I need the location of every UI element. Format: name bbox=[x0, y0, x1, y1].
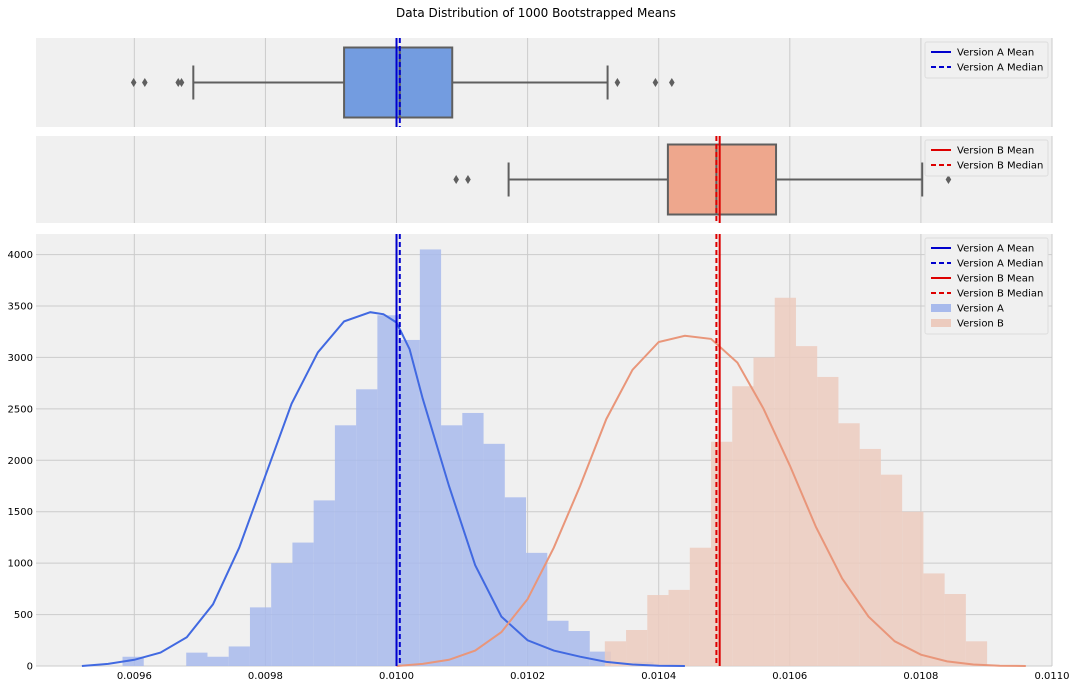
legend-frame bbox=[924, 41, 1049, 79]
histogram-bar bbox=[441, 425, 463, 666]
outlier bbox=[614, 78, 621, 87]
outlier bbox=[652, 78, 659, 87]
y-tick-label: 1500 bbox=[8, 507, 33, 518]
histogram-bar bbox=[228, 646, 250, 666]
histogram-bar bbox=[504, 497, 527, 666]
histogram-bar bbox=[859, 448, 881, 666]
legend-label: Version A bbox=[957, 304, 1004, 315]
histogram-bar bbox=[547, 620, 569, 666]
histogram-bar bbox=[568, 631, 590, 666]
histogram-bar bbox=[732, 386, 754, 666]
y-tick-label: 2000 bbox=[8, 456, 33, 467]
outlier bbox=[142, 78, 148, 87]
legend-label: Version B Mean bbox=[957, 274, 1034, 285]
y-tick-label: 1000 bbox=[8, 559, 33, 570]
histogram-bar bbox=[377, 315, 399, 666]
legend-label: Version B Mean bbox=[957, 146, 1034, 157]
histogram-bar bbox=[419, 249, 442, 666]
histogram-bar bbox=[462, 412, 484, 666]
legend-label: Version A Median bbox=[957, 63, 1043, 74]
histogram-bar bbox=[711, 441, 733, 666]
histogram-panel: 0 500 1000 1500 2000 2500 3000 3500 4000 0.0096 0.… bbox=[8, 234, 1070, 682]
y-tick-label: 500 bbox=[14, 610, 33, 621]
histogram-bar bbox=[626, 630, 648, 666]
histogram-bar bbox=[207, 656, 229, 666]
y-tick-label: 0 bbox=[27, 662, 33, 673]
box bbox=[343, 46, 454, 119]
box bbox=[666, 143, 778, 216]
legend-label: Version B bbox=[957, 319, 1004, 330]
legend-swatch bbox=[931, 304, 951, 312]
kde-curve bbox=[81, 311, 685, 667]
box-plot-version-b: Version B Mean Version B Median bbox=[36, 136, 1053, 223]
x-tick-label: 0.0106 bbox=[772, 671, 807, 682]
outlier bbox=[453, 175, 459, 184]
legend-label: Version A Mean bbox=[957, 244, 1034, 255]
x-tick-label: 0.0104 bbox=[641, 671, 676, 682]
histogram-bar bbox=[838, 423, 860, 666]
outlier bbox=[465, 175, 471, 184]
histogram-bar bbox=[526, 552, 548, 666]
legend-label: Version A Mean bbox=[957, 48, 1034, 59]
legend-swatch bbox=[931, 319, 951, 327]
histogram-bar bbox=[334, 425, 357, 666]
histogram-bar bbox=[356, 389, 378, 666]
histogram-bar bbox=[817, 376, 839, 666]
histogram-bar bbox=[774, 297, 796, 666]
x-tick-label: 0.0100 bbox=[379, 671, 414, 682]
histogram-bar bbox=[313, 500, 335, 666]
outlier bbox=[669, 78, 675, 87]
y-tick-label: 3500 bbox=[8, 302, 33, 313]
y-tick-label: 3000 bbox=[8, 353, 33, 364]
histogram-bar bbox=[483, 443, 505, 666]
y-tick-label: 2500 bbox=[8, 404, 33, 415]
histogram-bar bbox=[902, 511, 924, 666]
histogram-bar bbox=[398, 339, 420, 666]
histogram-bar bbox=[292, 542, 314, 666]
outlier bbox=[175, 78, 182, 87]
legend-label: Version B Median bbox=[957, 161, 1043, 172]
histogram-bar bbox=[944, 594, 966, 666]
histogram-bar bbox=[753, 357, 775, 666]
x-tick-label: 0.0110 bbox=[1035, 671, 1070, 682]
histogram-bar bbox=[647, 595, 669, 666]
chart-title: Data Distribution of 1000 Bootstrapped M… bbox=[396, 6, 676, 20]
outlier bbox=[945, 175, 952, 184]
legend-label: Version B Median bbox=[957, 289, 1043, 300]
box-plot-version-a: Version A Mean Version A Median bbox=[36, 38, 1053, 127]
outlier bbox=[178, 78, 185, 87]
histogram-bar bbox=[186, 652, 208, 666]
histogram-bar bbox=[880, 474, 903, 666]
legend-frame bbox=[924, 237, 1049, 335]
x-tick-label: 0.0096 bbox=[117, 671, 152, 682]
histogram-bar bbox=[604, 641, 627, 666]
x-tick-label: 0.0102 bbox=[510, 671, 545, 682]
histogram-bar bbox=[668, 589, 690, 666]
histogram-bar bbox=[965, 641, 988, 666]
outlier bbox=[130, 78, 137, 87]
histogram-bar bbox=[122, 656, 144, 666]
legend-label: Version A Median bbox=[957, 259, 1043, 270]
kde-curve bbox=[396, 334, 1026, 667]
histogram-bar bbox=[923, 573, 945, 666]
legend-frame bbox=[924, 139, 1049, 177]
histogram-bar bbox=[271, 563, 293, 666]
histogram-bar bbox=[249, 607, 272, 666]
x-tick-label: 0.0108 bbox=[903, 671, 938, 682]
x-tick-label: 0.0098 bbox=[248, 671, 283, 682]
y-tick-label: 4000 bbox=[8, 250, 33, 261]
histogram-bar bbox=[689, 547, 712, 666]
